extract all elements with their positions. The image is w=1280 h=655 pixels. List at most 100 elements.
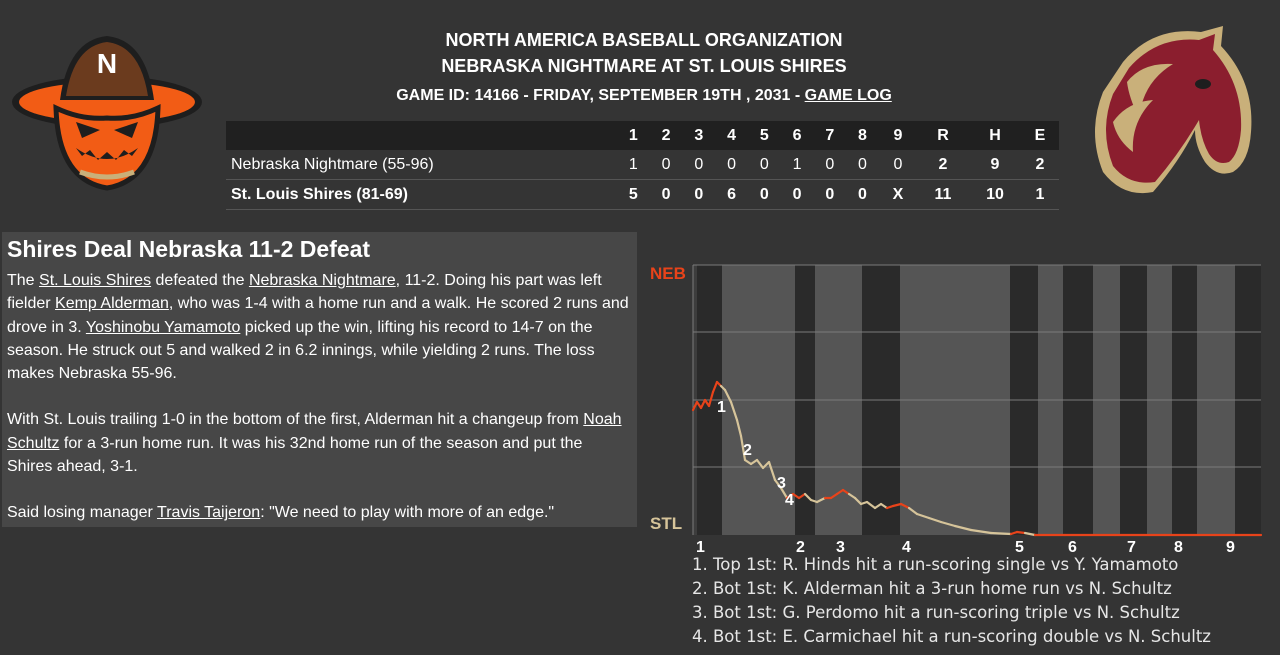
away-runs: 2 [917, 150, 969, 180]
probability-line-segment [835, 488, 845, 496]
pumpkin-cowboy-logo-icon: N [12, 36, 202, 191]
probability-line-segment [729, 400, 739, 422]
inning-label: 8 [1174, 539, 1183, 555]
col-inning-9: 9 [878, 121, 917, 150]
col-inning-1: 1 [617, 121, 650, 150]
event-marker: 3 [777, 475, 786, 492]
matchup-title: NEBRASKA NIGHTMARE AT ST. LOUIS SHIRES [441, 56, 847, 76]
probability-line-segment [879, 502, 889, 510]
away-hits: 9 [969, 150, 1021, 180]
probability-line-segment [749, 458, 759, 466]
svg-text:N: N [97, 48, 117, 79]
away-errors: 2 [1021, 150, 1059, 180]
league-title: NORTH AMERICA BASEBALL ORGANIZATION [445, 30, 843, 50]
game-info: GAME ID: 14166 - FRIDAY, SEPTEMBER 19TH … [396, 87, 892, 104]
story-paragraph: With St. Louis trailing 1-0 in the botto… [7, 411, 622, 476]
probability-line-segment [927, 516, 943, 524]
probability-line-segment [803, 492, 813, 502]
probability-line-segment [989, 531, 1013, 536]
horse-head-logo-icon [1095, 26, 1252, 194]
home-inning-3: 0 [682, 179, 716, 210]
probability-line-segment [1023, 531, 1037, 537]
list-item: 1. Top 1st: R. Hinds hit a run-scoring s… [692, 555, 1179, 574]
inning-label: 2 [796, 539, 805, 555]
event-marker: 2 [743, 442, 752, 459]
probability-line-segment [969, 528, 993, 535]
away-inning-6: 1 [780, 150, 814, 180]
list-item: 4. Bot 1st: E. Carmichael hit a run-scor… [692, 627, 1211, 646]
away-inning-3: 0 [682, 150, 716, 180]
away-inning-2: 0 [649, 150, 683, 180]
inning-label: 4 [902, 539, 911, 555]
manager-link-travis-taijeron[interactable]: Travis Taijeron [157, 504, 261, 522]
key-events-list: 1. Top 1st: R. Hinds hit a run-scoring s… [692, 553, 1211, 649]
away-team-link[interactable]: Nebraska Nightmare [248, 272, 396, 289]
list-item: 2. Bot 1st: K. Alderman hit a 3-run home… [692, 579, 1172, 598]
inning-label: 3 [836, 539, 845, 555]
probability-line-segment [691, 400, 699, 412]
col-errors: E [1021, 121, 1059, 150]
col-inning-7: 7 [813, 121, 847, 150]
story-paragraph: Said losing manager Travis Taijeron: "We… [7, 504, 555, 522]
col-inning-6: 6 [780, 121, 814, 150]
probability-line-segment [873, 502, 883, 510]
away-inning-1: 1 [617, 150, 650, 180]
probability-line-segment [915, 512, 931, 520]
game-log-link[interactable]: GAME LOG [804, 87, 892, 104]
probability-line-segment [761, 460, 771, 470]
col-inning-5: 5 [747, 121, 781, 150]
probability-line-segment [779, 486, 789, 500]
probability-line-segment [711, 380, 719, 394]
probability-line-segment [699, 398, 707, 410]
probability-line-segment [773, 478, 783, 490]
player-link-noah-schultz[interactable]: Noah Schultz [7, 411, 622, 452]
home-inning-9: X [878, 179, 917, 210]
probability-line-segment [785, 492, 795, 500]
col-inning-2: 2 [649, 121, 683, 150]
home-inning-4: 6 [715, 179, 748, 210]
event-marker: 4 [785, 492, 794, 509]
probability-line-segment [743, 458, 753, 466]
probability-line-segment [707, 390, 715, 408]
linescore-header: 1 2 3 4 5 6 7 8 9 R H E [226, 121, 1059, 150]
away-team-name: Nebraska Nightmare (55-96) [226, 150, 617, 180]
probability-line-segment [755, 458, 765, 470]
table-row: St. Louis Shires (81-69) 5 0 0 6 0 0 0 0… [226, 179, 1059, 210]
col-hits: H [969, 121, 1021, 150]
probability-line-segment [939, 520, 957, 528]
away-inning-7: 0 [813, 150, 847, 180]
list-item: 3. Bot 1st: G. Perdomo hit a run-scoring… [692, 603, 1180, 622]
player-link-kemp-alderman[interactable]: Kemp Alderman [55, 295, 169, 313]
probability-line-segment [891, 502, 903, 508]
probability-line-segment [797, 492, 807, 500]
probability-line-segment [853, 496, 863, 506]
probability-line-segment [1015, 530, 1027, 535]
probability-line-segment [739, 434, 747, 462]
home-inning-7: 0 [813, 179, 847, 210]
top-team-label: NEB [650, 264, 686, 283]
home-inning-2: 0 [649, 179, 683, 210]
probability-line-segment [723, 388, 733, 404]
away-inning-8: 0 [846, 150, 879, 180]
home-inning-8: 0 [846, 179, 879, 210]
game-story: Shires Deal Nebraska 11-2 Defeat The St.… [2, 232, 637, 527]
probability-line-segment [899, 502, 911, 510]
col-inning-3: 3 [682, 121, 716, 150]
linescore-table: 1 2 3 4 5 6 7 8 9 R H E Nebraska Nightma… [226, 121, 1059, 210]
col-inning-4: 4 [715, 121, 748, 150]
probability-line-segment [815, 496, 827, 504]
player-link-yoshinobu-yamamoto[interactable]: Yoshinobu Yamamoto [85, 318, 241, 336]
away-inning-5: 0 [747, 150, 781, 180]
inning-label: 5 [1015, 539, 1024, 555]
probability-line-segment [847, 492, 857, 500]
story-headline: Shires Deal Nebraska 11-2 Defeat [7, 236, 371, 262]
home-runs: 11 [917, 179, 969, 210]
probability-line-segment [735, 418, 743, 438]
home-errors: 1 [1021, 179, 1059, 210]
home-team-link[interactable]: St. Louis Shires [39, 272, 152, 289]
table-row: Nebraska Nightmare (55-96) 1 0 0 0 0 1 0… [226, 150, 1059, 180]
home-team-name: St. Louis Shires (81-69) [226, 179, 617, 210]
home-inning-6: 0 [780, 179, 814, 210]
col-runs: R [917, 121, 969, 150]
